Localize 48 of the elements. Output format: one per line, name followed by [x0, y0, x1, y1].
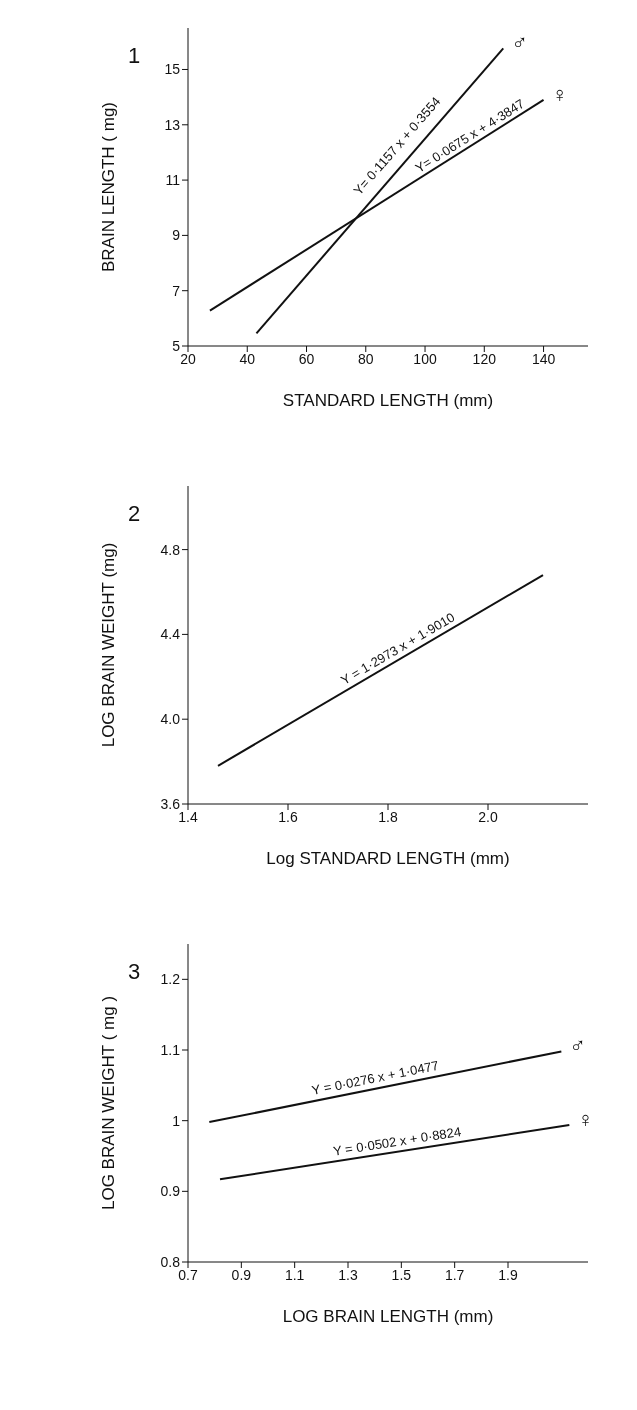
y-axis-title: LOG BRAIN WEIGHT (mg)	[99, 542, 119, 748]
y-tick-label: 4.8	[160, 541, 181, 558]
text: 3	[128, 959, 141, 985]
x-axis-title: LOG BRAIN LENGTH (mm)	[282, 1307, 494, 1326]
annotation: Y = 0·0502 x + 0·8824	[332, 1124, 463, 1159]
y-tick-label: 7	[172, 282, 181, 299]
y-axis-title: BRAIN LENGTH ( mg)	[99, 101, 119, 273]
x-tick-label: 80	[357, 350, 374, 367]
text: 1	[128, 43, 141, 69]
x-tick-label: 1.8	[378, 808, 398, 825]
x-tick-label: 1.5	[391, 1266, 412, 1283]
y-tick-label: 11	[165, 172, 181, 189]
x-tick-label: 40	[239, 350, 256, 367]
x-tick-label: 140	[531, 350, 556, 367]
y-tick-label: 13	[164, 116, 181, 133]
y-tick-label: 15	[164, 61, 181, 78]
y-tick-label: 5	[172, 337, 181, 354]
x-axis-title: STANDARD LENGTH (mm)	[282, 391, 494, 410]
y-tick-label: 4.0	[160, 711, 181, 728]
x-tick-label: 1.3	[338, 1266, 358, 1283]
x-tick-label: 0.7	[178, 1266, 198, 1283]
series-label: ♂	[511, 30, 528, 56]
y-tick-label: 4.4	[160, 626, 181, 643]
text: 2	[128, 501, 141, 527]
x-axis-title: Log STANDARD LENGTH (mm)	[266, 849, 510, 868]
x-tick-label: 0.9	[231, 1266, 252, 1283]
y-tick-label: 0.9	[160, 1183, 181, 1200]
series-label: ♀	[577, 1106, 594, 1132]
y-tick-label: 0.8	[160, 1253, 181, 1270]
y-tick-label: 1	[172, 1112, 181, 1129]
x-tick-label: 1.6	[278, 808, 298, 825]
annotation: Y = 0·0276 x + 1·0477	[310, 1057, 441, 1098]
series-label: ♀	[551, 81, 569, 107]
x-tick-label: 60	[298, 350, 315, 367]
x-tick-label: 1.4	[178, 808, 198, 825]
x-tick-label: 1.1	[284, 1266, 305, 1283]
y-tick-label: 1.1	[160, 1041, 181, 1058]
series-label: ♂	[569, 1033, 586, 1059]
x-tick-label: 1.9	[498, 1266, 518, 1283]
x-tick-label: 20	[180, 350, 196, 367]
x-tick-label: 1.7	[444, 1266, 465, 1283]
x-tick-label: 120	[472, 350, 497, 367]
x-tick-label: 2.0	[478, 808, 498, 825]
x-tick-label: 100	[413, 350, 437, 367]
y-tick-label: 9	[172, 227, 181, 244]
y-tick-label: 3.6	[160, 795, 181, 812]
y-tick-label: 1.2	[160, 971, 181, 988]
y-axis-title: LOG BRAIN WEIGHT ( mg )	[99, 995, 119, 1211]
